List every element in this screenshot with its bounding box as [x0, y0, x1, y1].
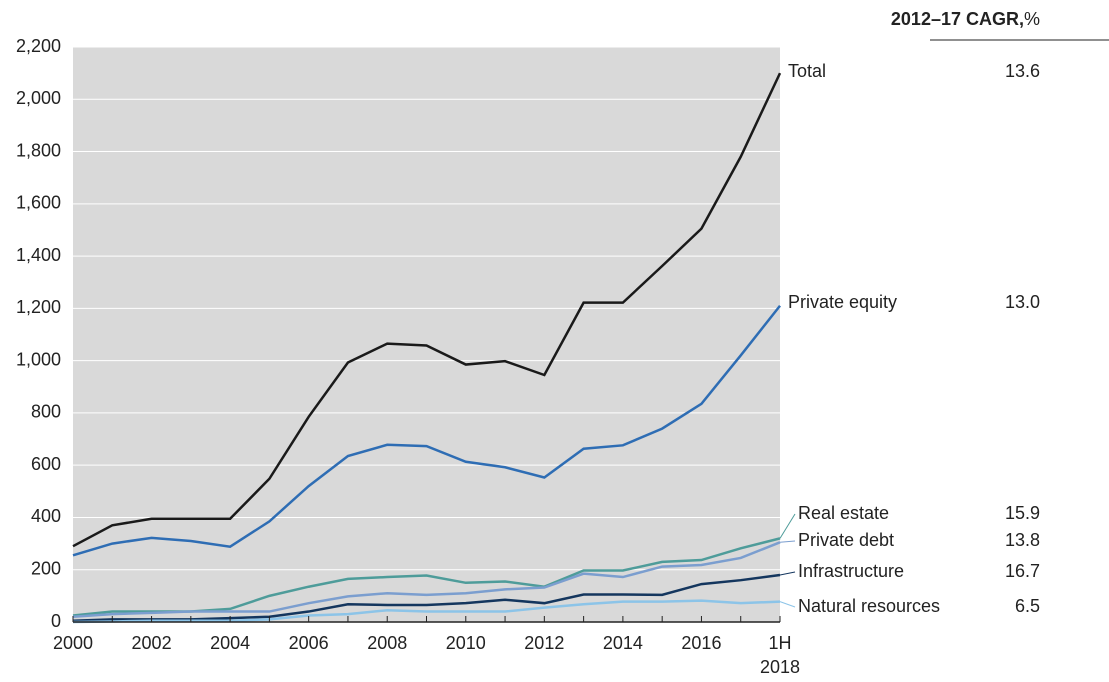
- y-tick-label: 200: [31, 558, 61, 578]
- x-tick-label: 2002: [132, 633, 172, 653]
- x-tick-label: 2014: [603, 633, 643, 653]
- x-tick-label: 2012: [524, 633, 564, 653]
- cagr-value: 13.8: [1005, 530, 1040, 550]
- y-tick-label: 400: [31, 506, 61, 526]
- y-tick-label: 1,800: [16, 140, 61, 160]
- cagr-value: 16.7: [1005, 561, 1040, 581]
- plot-background: [73, 47, 780, 622]
- y-tick-label: 2,000: [16, 88, 61, 108]
- series-label: Real estate: [798, 503, 889, 523]
- series-label: Private debt: [798, 530, 894, 550]
- y-tick-label: 1,600: [16, 193, 61, 213]
- x-tick-label: 2010: [446, 633, 486, 653]
- cagr-header: 2012–17 CAGR,%: [891, 9, 1040, 29]
- cagr-value: 6.5: [1015, 596, 1040, 616]
- series-label: Natural resources: [798, 596, 940, 616]
- x-tick-label: 1H 2018: [760, 633, 800, 677]
- y-tick-label: 2,200: [16, 36, 61, 56]
- x-tick-label: 2006: [289, 633, 329, 653]
- y-tick-label: 800: [31, 402, 61, 422]
- y-tick-label: 1,200: [16, 297, 61, 317]
- x-tick-label: 2016: [681, 633, 721, 653]
- x-tick-label: 2004: [210, 633, 250, 653]
- y-tick-label: 0: [51, 611, 61, 631]
- leader-line: [779, 571, 796, 576]
- leader-line: [779, 601, 796, 608]
- x-tick-label: 2008: [367, 633, 407, 653]
- series-label: Private equity: [788, 292, 897, 312]
- y-tick-label: 1,400: [16, 245, 61, 265]
- series-line: [72, 304, 781, 557]
- series-line: [72, 72, 782, 548]
- cagr-value: 13.0: [1005, 292, 1040, 312]
- leader-line: [779, 513, 796, 539]
- x-tick-label: 2000: [53, 633, 93, 653]
- y-tick-label: 1,000: [16, 349, 61, 369]
- leader-line: [779, 540, 796, 543]
- y-tick-label: 600: [31, 454, 61, 474]
- series-line: [72, 541, 781, 619]
- cagr-value: 15.9: [1005, 503, 1040, 523]
- cagr-value: 13.6: [1005, 61, 1040, 81]
- series-label: Total: [788, 61, 826, 81]
- series-label: Infrastructure: [798, 561, 904, 581]
